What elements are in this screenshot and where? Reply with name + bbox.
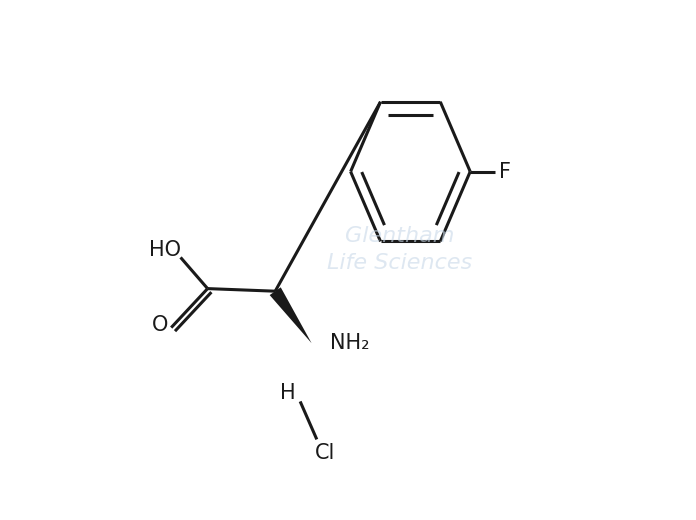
Text: NH₂: NH₂ [330,333,370,353]
Text: F: F [498,162,511,181]
Polygon shape [269,288,312,343]
Text: HO: HO [149,240,181,259]
Text: O: O [152,315,168,335]
Text: Glentham
Life Sciences: Glentham Life Sciences [327,226,473,273]
Text: Cl: Cl [315,444,335,463]
Text: H: H [280,383,296,402]
